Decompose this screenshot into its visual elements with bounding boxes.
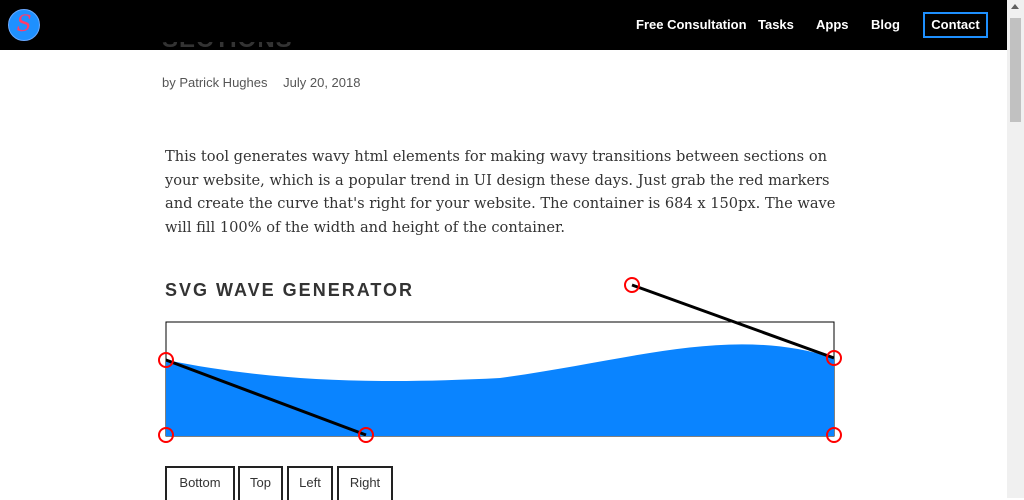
wave-container [165,321,835,437]
logo-letter: S [16,12,32,37]
post-date: July 20, 2018 [283,75,361,90]
nav-link-tasks[interactable]: Tasks [758,17,794,32]
nav-link-blog[interactable]: Blog [871,17,900,32]
left-handle-line [165,358,367,437]
marker-bottom-left[interactable] [158,427,174,443]
scroll-up-arrow-icon[interactable] [1011,4,1019,9]
nav-link-free-consultation[interactable]: Free Consultation [636,17,747,32]
marker-control-1[interactable] [358,427,374,443]
marker-control-2[interactable] [624,277,640,293]
bottom-button[interactable]: Bottom [165,466,235,500]
author: by Patrick Hughes [162,75,268,90]
marker-bottom-right[interactable] [826,427,842,443]
top-navbar: S Free Consultation Tasks Apps Blog Cont… [0,0,1024,50]
site-logo[interactable]: S [8,9,40,41]
contact-button[interactable]: Contact [923,12,988,38]
article-title-text: SECTIONS [162,42,293,50]
wave-shape [166,344,834,436]
article-title: SECTIONS [162,42,293,50]
marker-end[interactable] [826,350,842,366]
marker-start[interactable] [158,352,174,368]
left-button[interactable]: Left [287,466,333,500]
scrollbar-track[interactable] [1007,0,1024,498]
scrollbar-thumb[interactable] [1010,18,1021,122]
intro-paragraph: This tool generates wavy html elements f… [165,148,836,236]
right-button[interactable]: Right [337,466,393,500]
right-handle-line [631,283,835,360]
byline: by Patrick Hughes July 20, 2018 [162,75,360,90]
top-button[interactable]: Top [238,466,283,500]
nav-link-apps[interactable]: Apps [816,17,849,32]
generator-heading: SVG WAVE GENERATOR [165,280,415,300]
